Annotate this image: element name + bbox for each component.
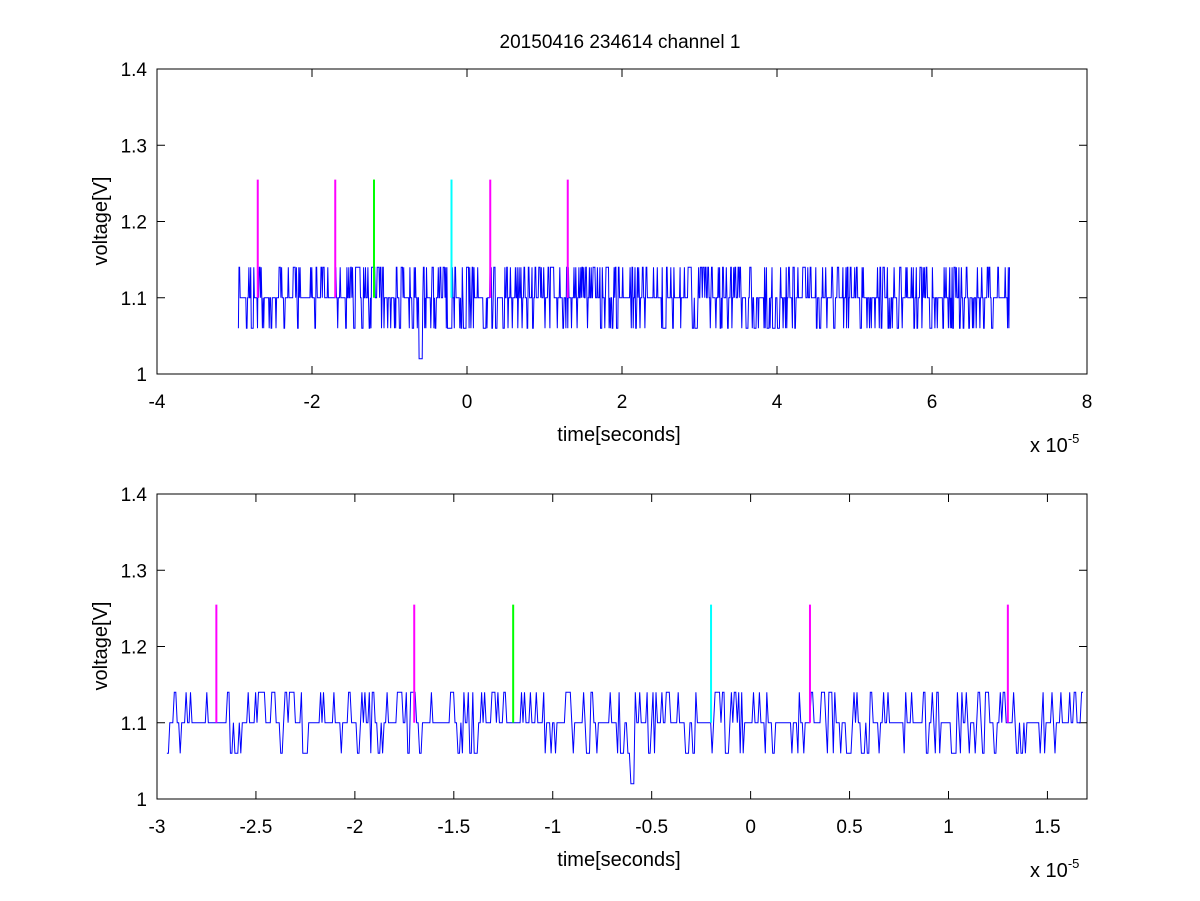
bottom-plot-y-axis-label: voltage[V] xyxy=(90,602,112,691)
top-plot-x-exponent: x 10-5 xyxy=(1030,431,1079,457)
top-plot-x-ticks: -4 -2 0 2 4 6 8 xyxy=(149,69,1093,413)
bottom-plot-x-exponent-base: x 10 xyxy=(1030,860,1068,882)
top-plot: -4 -2 0 2 4 6 8 1 1.1 1.2 1.3 1.4 time[seconds] vo… xyxy=(90,60,1092,457)
top-plot-x-tick-label: 6 xyxy=(927,392,938,413)
bottom-plot-x-ticks: -3 -2.5 -2 -1.5 -1 -0.5 0 0.5 1 1.5 xyxy=(149,494,1061,838)
bottom-plot-x-tick-label: -1.5 xyxy=(437,817,470,838)
bottom-plot-y-tick-label: 1.1 xyxy=(121,714,147,735)
bottom-plot-y-tick-label: 1 xyxy=(136,790,147,811)
bottom-plot-x-tick-label: 0.5 xyxy=(836,817,862,838)
bottom-plot-x-tick-label: 1 xyxy=(943,817,954,838)
bottom-plot-x-tick-label: -2 xyxy=(346,817,363,838)
bottom-plot-x-tick-label: -2.5 xyxy=(240,817,273,838)
top-plot-signal-line xyxy=(237,266,1010,360)
bottom-plot-y-tick-label: 1.2 xyxy=(121,638,147,659)
top-plot-x-tick-label: 8 xyxy=(1082,392,1093,413)
top-plot-y-axis-label: voltage[V] xyxy=(90,177,112,266)
bottom-plot-x-exponent: x 10-5 xyxy=(1030,856,1079,882)
top-plot-x-tick-label: 4 xyxy=(772,392,783,413)
bottom-plot: -3 -2.5 -2 -1.5 -1 -0.5 0 0.5 1 1.5 1 1.1 1.2 1.3 1.4… xyxy=(90,485,1088,882)
bottom-plot-y-ticks: 1 1.1 1.2 1.3 1.4 xyxy=(121,485,1087,811)
top-plot-x-axis-label: time[seconds] xyxy=(557,424,680,446)
figure-title: 20150416 234614 channel 1 xyxy=(500,32,741,53)
top-plot-x-exponent-base: x 10 xyxy=(1030,435,1068,457)
bottom-plot-x-tick-label: 1.5 xyxy=(1034,817,1060,838)
bottom-plot-y-tick-label: 1.4 xyxy=(121,485,148,506)
top-plot-y-tick-label: 1.3 xyxy=(121,136,147,157)
top-plot-y-tick-label: 1.4 xyxy=(121,60,148,81)
bottom-plot-y-tick-label: 1.3 xyxy=(121,561,147,582)
bottom-plot-x-tick-label: -3 xyxy=(149,817,166,838)
top-plot-x-exponent-power: -5 xyxy=(1068,431,1080,446)
top-plot-x-tick-label: -4 xyxy=(149,392,166,413)
bottom-plot-marker-layer xyxy=(215,604,1009,723)
bottom-plot-x-tick-label: -1 xyxy=(544,817,561,838)
top-plot-y-ticks: 1 1.1 1.2 1.3 1.4 xyxy=(121,60,1087,386)
top-plot-marker-layer xyxy=(256,179,569,298)
top-plot-x-tick-label: 2 xyxy=(617,392,628,413)
top-plot-x-tick-label: -2 xyxy=(304,392,321,413)
bottom-plot-x-tick-label: 0 xyxy=(745,817,756,838)
bottom-plot-signal-layer xyxy=(166,691,1083,785)
top-plot-y-tick-label: 1.2 xyxy=(121,213,147,234)
top-plot-y-tick-label: 1.1 xyxy=(121,289,147,310)
bottom-plot-x-axis-label: time[seconds] xyxy=(557,849,680,871)
top-plot-signal-layer xyxy=(237,266,1010,360)
bottom-plot-x-exponent-power: -5 xyxy=(1068,856,1080,871)
top-plot-x-tick-label: 0 xyxy=(462,392,473,413)
bottom-plot-signal-line xyxy=(166,691,1083,785)
top-plot-y-tick-label: 1 xyxy=(136,365,147,386)
bottom-plot-x-tick-label: -0.5 xyxy=(635,817,668,838)
